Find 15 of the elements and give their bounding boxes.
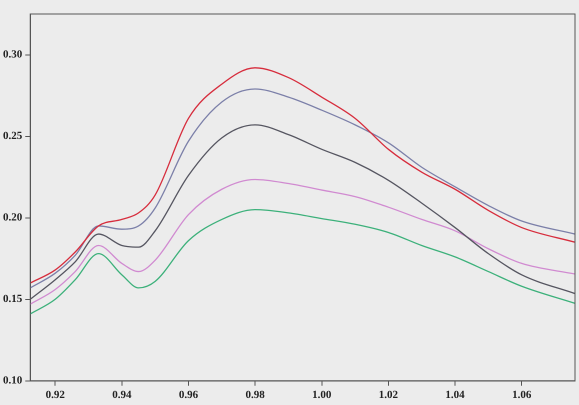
x-tick-label: 0.92 <box>46 389 66 402</box>
y-tick-label: 0.20 <box>3 212 23 224</box>
x-tick-label: 0.98 <box>246 389 266 402</box>
x-tick-label: 0.96 <box>178 389 199 402</box>
x-tick-label: 1.06 <box>512 389 532 402</box>
line-series <box>30 178 575 305</box>
line-series <box>30 208 575 315</box>
y-tick-label: 0.15 <box>3 293 23 306</box>
y-tick-label: 0.30 <box>3 48 23 61</box>
y-tick-label: 0.10 <box>3 374 23 387</box>
x-tick-label: 0.94 <box>112 389 132 402</box>
y-tick-label: 0.25 <box>3 130 23 142</box>
x-tick-label: 1.04 <box>445 389 466 402</box>
x-tick-label: 1.02 <box>378 389 399 402</box>
x-tick-label: 1.00 <box>312 389 332 402</box>
